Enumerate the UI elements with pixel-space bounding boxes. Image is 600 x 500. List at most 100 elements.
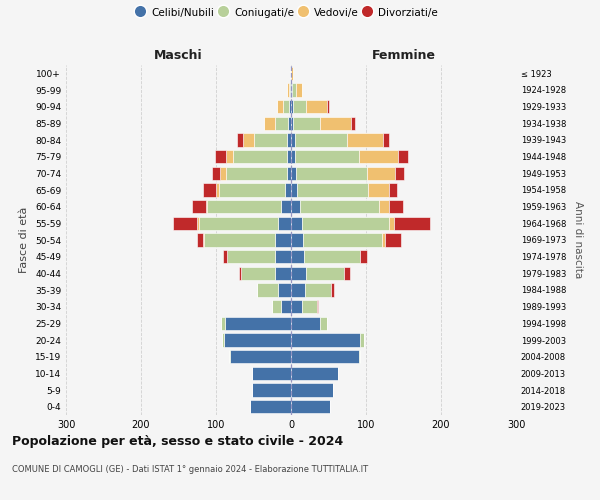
Bar	[291, 216, 302, 230]
Bar	[277, 284, 291, 296]
Bar	[239, 266, 241, 280]
Bar	[173, 216, 197, 230]
Bar	[389, 216, 394, 230]
Bar	[302, 300, 317, 314]
Bar	[395, 166, 404, 180]
Bar	[290, 66, 291, 80]
Bar	[291, 384, 333, 396]
Bar	[222, 334, 223, 346]
Bar	[367, 166, 395, 180]
Bar	[291, 250, 304, 264]
Text: Maschi: Maschi	[154, 48, 203, 62]
Bar	[283, 100, 289, 114]
Bar	[360, 334, 364, 346]
Bar	[306, 100, 327, 114]
Y-axis label: Anni di nascita: Anni di nascita	[573, 202, 583, 278]
Bar	[281, 300, 291, 314]
Bar	[197, 216, 199, 230]
Bar	[290, 84, 291, 96]
Bar	[291, 184, 297, 196]
Bar	[227, 250, 275, 264]
Bar	[291, 166, 296, 180]
Text: Femmine: Femmine	[371, 48, 436, 62]
Bar	[203, 184, 216, 196]
Bar	[271, 300, 281, 314]
Bar	[291, 284, 305, 296]
Bar	[275, 116, 288, 130]
Bar	[254, 134, 287, 146]
Bar	[215, 150, 226, 164]
Bar	[229, 350, 291, 364]
Bar	[291, 66, 293, 80]
Bar	[288, 116, 291, 130]
Bar	[359, 350, 360, 364]
Bar	[291, 234, 303, 246]
Bar	[300, 200, 379, 213]
Bar	[207, 200, 281, 213]
Bar	[382, 234, 385, 246]
Bar	[223, 334, 291, 346]
Bar	[292, 84, 296, 96]
Bar	[347, 134, 383, 146]
Bar	[291, 150, 295, 164]
Bar	[287, 134, 291, 146]
Bar	[287, 150, 291, 164]
Bar	[306, 266, 343, 280]
Bar	[225, 316, 291, 330]
Bar	[291, 84, 292, 96]
Bar	[291, 100, 293, 114]
Bar	[291, 116, 293, 130]
Bar	[302, 216, 389, 230]
Bar	[277, 100, 283, 114]
Bar	[212, 166, 220, 180]
Bar	[398, 150, 408, 164]
Bar	[304, 250, 360, 264]
Bar	[293, 116, 320, 130]
Bar	[343, 266, 349, 280]
Bar	[275, 250, 291, 264]
Bar	[285, 184, 291, 196]
Bar	[281, 200, 291, 213]
Bar	[219, 184, 285, 196]
Y-axis label: Fasce di età: Fasce di età	[19, 207, 29, 273]
Bar	[220, 166, 226, 180]
Bar	[192, 200, 205, 213]
Bar	[291, 400, 330, 413]
Bar	[205, 200, 207, 213]
Bar	[291, 350, 359, 364]
Bar	[275, 266, 291, 280]
Bar	[296, 166, 367, 180]
Bar	[203, 234, 204, 246]
Bar	[289, 100, 291, 114]
Bar	[257, 284, 277, 296]
Bar	[291, 300, 302, 314]
Bar	[383, 134, 389, 146]
Bar	[287, 166, 291, 180]
Bar	[385, 234, 401, 246]
Bar	[295, 134, 347, 146]
Bar	[331, 284, 334, 296]
Bar	[204, 234, 275, 246]
Bar	[291, 266, 306, 280]
Bar	[223, 250, 227, 264]
Bar	[291, 334, 360, 346]
Bar	[389, 200, 403, 213]
Bar	[327, 100, 329, 114]
Bar	[226, 166, 287, 180]
Bar	[199, 216, 277, 230]
Bar	[252, 366, 291, 380]
Bar	[252, 384, 291, 396]
Bar	[243, 134, 254, 146]
Bar	[297, 184, 368, 196]
Bar	[241, 266, 275, 280]
Text: COMUNE DI CAMOGLI (GE) - Dati ISTAT 1° gennaio 2024 - Elaborazione TUTTITALIA.IT: COMUNE DI CAMOGLI (GE) - Dati ISTAT 1° g…	[12, 465, 368, 474]
Bar	[250, 400, 291, 413]
Bar	[389, 184, 397, 196]
Bar	[296, 84, 302, 96]
Bar	[216, 184, 219, 196]
Bar	[221, 316, 225, 330]
Text: Popolazione per età, sesso e stato civile - 2024: Popolazione per età, sesso e stato civil…	[12, 435, 343, 448]
Bar	[293, 100, 306, 114]
Bar	[233, 150, 287, 164]
Bar	[379, 200, 389, 213]
